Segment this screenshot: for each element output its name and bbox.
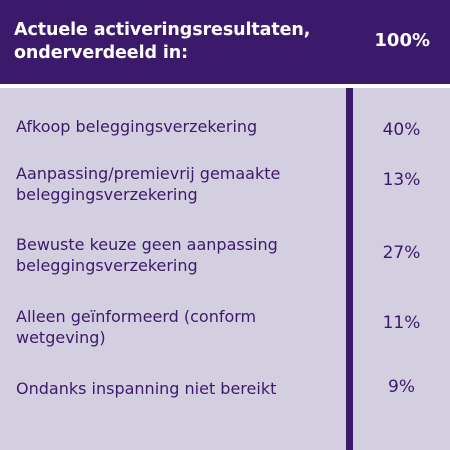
row-percentage: 11%	[382, 313, 421, 333]
row-percentage: 13%	[382, 170, 421, 190]
table-header: Actuele activeringsresultaten, onderverd…	[0, 0, 450, 84]
row-percentage: 40%	[382, 120, 421, 140]
header-separator	[0, 84, 450, 88]
row-label: Bewuste keuze geen aanpassing beleggings…	[16, 235, 278, 275]
total-percentage: 100%	[374, 30, 430, 51]
table-body: Afkoop beleggingsverzekering 40% Aanpass…	[0, 88, 450, 450]
row-label: Aanpassing/premievrij gemaakte belegging…	[16, 164, 281, 204]
row-percentage: 27%	[382, 243, 421, 263]
column-divider	[346, 88, 353, 450]
row-label: Ondanks inspanning niet bereikt	[16, 379, 277, 398]
table-title: Actuele activeringsresultaten, onderverd…	[14, 20, 311, 63]
row-percentage: 9%	[388, 377, 415, 397]
row-label: Alleen geïnformeerd (conform wetgeving)	[16, 307, 257, 347]
row-label: Afkoop beleggingsverzekering	[16, 117, 258, 136]
